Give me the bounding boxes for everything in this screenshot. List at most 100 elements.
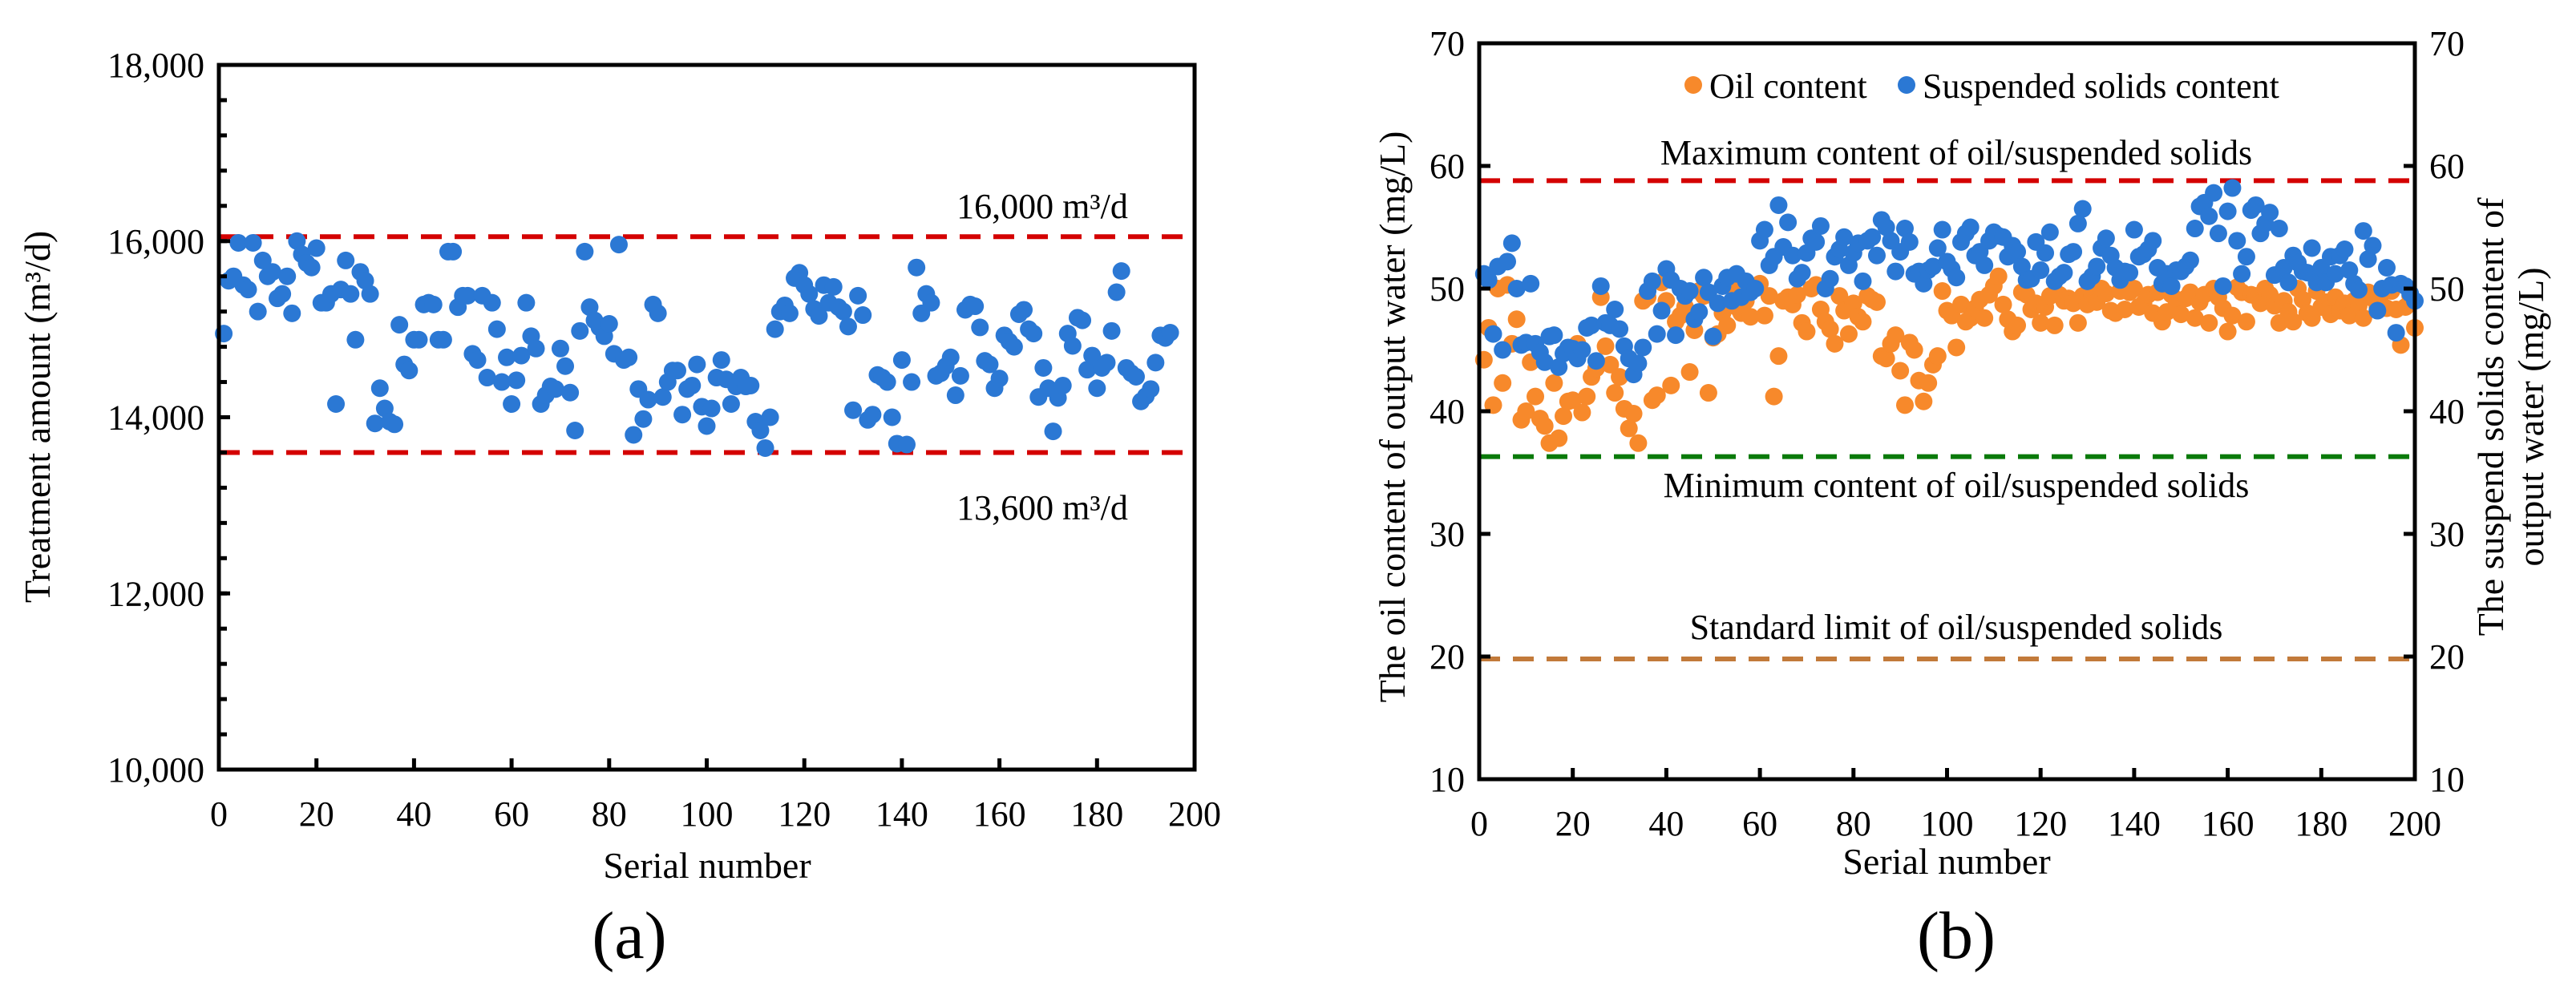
data-point (702, 399, 721, 418)
data-point (2326, 265, 2344, 283)
data-point (249, 302, 267, 321)
data-point (1078, 361, 1097, 379)
data-point (712, 351, 730, 370)
data-point (2068, 214, 2087, 232)
panel-b-ref-label-min: Minimum content of oil/suspended solids (1664, 466, 2250, 505)
x-tick-label: 20 (1555, 804, 1591, 843)
data-point (834, 302, 852, 321)
y-tick-label: 18,000 (107, 46, 204, 85)
data-point (1587, 352, 1605, 370)
data-point (1755, 306, 1773, 325)
data-point (498, 348, 516, 366)
data-point (1915, 392, 1933, 410)
data-point (878, 373, 896, 391)
series-treatment-amount (215, 232, 1179, 457)
data-point (742, 376, 760, 394)
data-point (1005, 337, 1023, 356)
data-point (434, 330, 452, 349)
data-point (2073, 200, 2092, 218)
data-point (941, 348, 960, 366)
data-point (1015, 301, 1033, 319)
series-suspended-solids-content (1474, 179, 2424, 384)
data-point (2200, 207, 2218, 225)
x-tick-label: 200 (2388, 804, 2441, 843)
data-point (1798, 322, 1816, 341)
data-point (1606, 301, 1624, 319)
data-point (444, 242, 463, 261)
data-point (1074, 311, 1092, 329)
data-point (370, 379, 389, 398)
data-point (278, 267, 297, 285)
data-point (561, 383, 580, 402)
data-point (1596, 337, 1615, 355)
data-point (468, 351, 487, 370)
data-point (2036, 244, 2055, 262)
data-point (1905, 341, 1923, 359)
data-point (810, 307, 828, 325)
data-point (1611, 320, 1629, 338)
data-point (761, 408, 779, 426)
y-tick-label: 20 (1430, 637, 1465, 677)
data-point (1826, 334, 1844, 353)
data-point (1811, 216, 1830, 235)
y-tick-label: 14,000 (107, 398, 204, 438)
data-point (1760, 287, 1778, 305)
x-tick-label: 120 (2014, 804, 2067, 843)
data-point (1933, 220, 1951, 239)
data-point (366, 414, 384, 433)
data-point (1502, 234, 1521, 253)
data-point (410, 330, 428, 349)
data-point (229, 233, 248, 252)
data-point (2032, 261, 2050, 280)
data-point (2200, 313, 2218, 332)
data-point (2303, 239, 2321, 257)
data-point (2279, 273, 2298, 292)
data-point (327, 395, 346, 414)
data-point (1629, 434, 1648, 452)
data-point (751, 421, 770, 439)
data-point (649, 304, 667, 322)
data-point (576, 242, 594, 261)
data-point (1624, 405, 1643, 423)
data-point (766, 320, 784, 338)
data-point (551, 339, 569, 358)
x-tick-label: 140 (876, 794, 928, 834)
data-point (2368, 301, 2387, 320)
x-tick-label: 160 (2202, 804, 2255, 843)
data-point (1667, 326, 1685, 345)
data-point (1807, 232, 1826, 251)
data-point (2237, 313, 2255, 331)
data-point (600, 315, 618, 333)
data-point (1484, 325, 1502, 343)
data-point (1895, 220, 1914, 238)
x-tick-label: 80 (1836, 804, 1871, 843)
data-point (903, 373, 921, 391)
data-point (1877, 350, 1895, 368)
x-tick-label: 160 (973, 794, 1026, 834)
data-point (2233, 265, 2251, 283)
data-point (1142, 380, 1160, 398)
data-point (1634, 338, 1652, 357)
data-point (2364, 236, 2382, 255)
panel-a-label: (a) (592, 899, 666, 973)
panel-b-chart: 0 20 40 60 80 100 120 140 160 180 200 10 10 20 20 30 30 4… (1372, 24, 2551, 973)
data-point (892, 351, 911, 370)
data-point (1793, 264, 1811, 282)
panel-b-y-axis-label-right-line2: output water (mg/L) (2510, 267, 2551, 566)
data-point (1578, 387, 1596, 406)
data-point (1947, 338, 1966, 357)
data-point (1563, 391, 1582, 410)
legend: Oil content Suspended solids content (1684, 67, 2279, 106)
panel-a-y-axis-label: Treatment amount (m³/d) (17, 231, 58, 603)
data-point (1975, 309, 1994, 327)
data-point (2377, 258, 2396, 277)
data-point (2205, 184, 2223, 202)
data-point (1783, 246, 1802, 265)
data-point (239, 281, 257, 299)
legend-label-oil: Oil content (1709, 67, 1867, 106)
data-point (1887, 326, 1905, 345)
data-point (2246, 196, 2265, 214)
data-point (1102, 321, 1121, 340)
data-point (1088, 379, 1106, 398)
